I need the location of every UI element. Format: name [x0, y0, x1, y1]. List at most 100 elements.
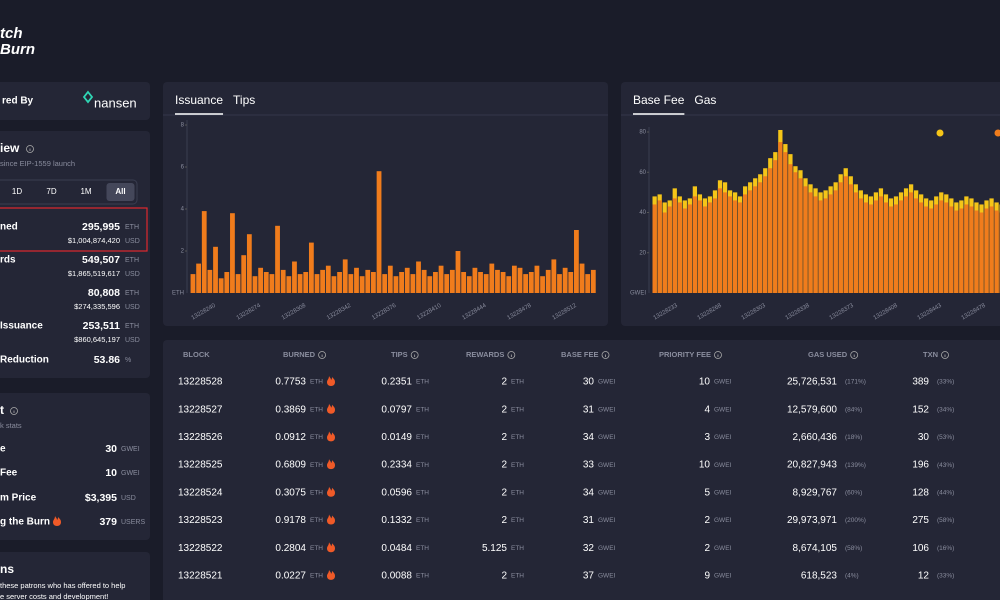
cell: 13228526 [178, 432, 223, 443]
tab-active [106, 183, 135, 201]
cell: 2 [501, 571, 507, 582]
cell-percent: (171%) [845, 379, 866, 386]
y-tick-label: 20 [639, 250, 646, 256]
bar [692, 196, 698, 293]
cell-unit: ETH [511, 490, 524, 497]
stat-label: Issuance [0, 321, 43, 332]
panel [0, 552, 150, 600]
cell: 2 [501, 432, 507, 443]
cell-unit: GWEI [714, 545, 732, 552]
bar [828, 194, 833, 293]
patrons-text: these patrons who has offered to help [0, 581, 125, 590]
cell: 2,660,436 [793, 432, 838, 443]
cell-unit: ETH [416, 573, 429, 580]
cell: 8,929,767 [793, 487, 838, 498]
flame-icon [327, 542, 335, 553]
bar [382, 274, 388, 293]
bar [868, 204, 874, 293]
stat-value: 253,511 [83, 320, 121, 332]
bar [303, 272, 309, 293]
chart-tab[interactable]: Issuance [175, 93, 223, 107]
bar [964, 204, 969, 293]
cell: 12 [918, 571, 930, 582]
info-icon [850, 351, 859, 359]
bar [783, 152, 788, 293]
cell: 196 [912, 460, 929, 471]
cell: 0.9178 [275, 515, 306, 526]
cell: 13228528 [178, 377, 223, 388]
bar [712, 198, 718, 293]
column-header: BLOCK [183, 350, 210, 359]
bar [523, 274, 529, 293]
stat-label: ned [0, 222, 18, 233]
bar [853, 192, 858, 293]
chart-tab[interactable]: Tips [233, 93, 255, 107]
bar [803, 186, 808, 293]
tab-bar [0, 179, 138, 205]
stat-value: 549,507 [82, 254, 120, 266]
bar [551, 259, 557, 293]
tab[interactable]: 1D [12, 187, 22, 196]
bar [320, 269, 326, 293]
bar [421, 269, 427, 293]
cell-unit: ETH [416, 434, 429, 441]
cell: 13228524 [178, 487, 223, 498]
overview-subtitle: since EIP-1559 launch [0, 159, 75, 168]
tab[interactable]: 1M [80, 187, 91, 196]
cell: 10 [699, 377, 711, 388]
flame-icon [53, 516, 61, 526]
cell-unit: GWEI [714, 462, 732, 469]
bar [416, 261, 421, 293]
cell-percent: (33%) [937, 573, 954, 580]
cell: 3 [704, 432, 710, 443]
y-tick-label: 40 [639, 210, 646, 216]
bar [590, 269, 596, 293]
stat-value: 30 [105, 443, 117, 455]
bar [722, 192, 728, 293]
chart-tab[interactable]: Base Fee [633, 93, 685, 107]
cell-unit: GWEI [598, 462, 616, 469]
cell: 2 [704, 515, 710, 526]
cell: 0.3869 [275, 404, 306, 415]
cell-unit: ETH [511, 545, 524, 552]
bar [768, 168, 773, 293]
info-icon [410, 351, 419, 359]
tab[interactable]: 7D [46, 187, 56, 196]
bar [954, 210, 959, 293]
bar [677, 202, 682, 293]
y-tick-label: 80 [639, 130, 646, 136]
info-icon [601, 351, 610, 359]
bar [280, 269, 286, 293]
flame-icon [327, 403, 335, 414]
cell: 0.3075 [275, 487, 306, 498]
bar [813, 196, 818, 293]
stat-value: 53.86 [94, 354, 120, 366]
bar [399, 272, 404, 293]
cell-percent: (84%) [845, 406, 862, 413]
bar [717, 188, 723, 293]
column-header: TXN [923, 350, 938, 359]
cell: 13228523 [178, 515, 223, 526]
stat-unit: USD [125, 238, 140, 245]
cell-unit: ETH [511, 462, 524, 469]
bar [579, 263, 585, 293]
cell: 2 [501, 377, 507, 388]
cell-unit: ETH [310, 406, 323, 413]
chart-tab[interactable]: Gas [694, 93, 716, 107]
cell-unit: ETH [310, 490, 323, 497]
cell: 5.125 [482, 543, 507, 554]
cell-unit: ETH [310, 462, 323, 469]
bar [359, 276, 365, 293]
bar [252, 276, 258, 293]
bar [994, 210, 999, 293]
bar [444, 274, 450, 293]
bar [568, 272, 574, 293]
bar [376, 171, 382, 293]
stat-unit: USERS [121, 519, 145, 526]
bar [662, 212, 667, 293]
tab[interactable]: All [115, 187, 125, 196]
cell: 0.6809 [275, 460, 306, 471]
info-icon [10, 407, 18, 415]
bar [873, 200, 879, 293]
info-icon [318, 351, 326, 359]
